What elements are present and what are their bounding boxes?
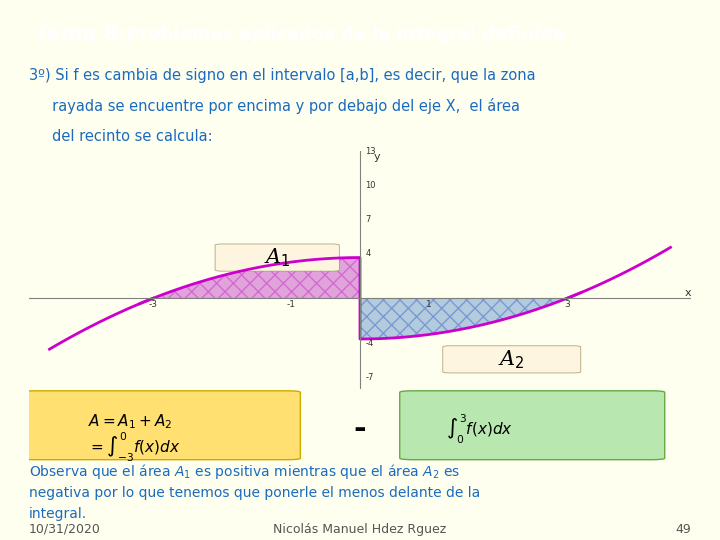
Text: -7: -7	[366, 373, 374, 382]
Text: Nicolás Manuel Hdez Rguez: Nicolás Manuel Hdez Rguez	[274, 523, 446, 536]
Text: 7: 7	[366, 214, 371, 224]
Text: del recinto se calcula:: del recinto se calcula:	[29, 129, 212, 144]
Text: 4: 4	[366, 248, 371, 258]
Text: 13: 13	[366, 147, 376, 156]
Text: 1: 1	[426, 300, 432, 309]
Text: $=\int_{-3}^{0} f(x)dx$: $=\int_{-3}^{0} f(x)dx$	[89, 430, 181, 464]
FancyBboxPatch shape	[443, 346, 581, 373]
Text: integral.: integral.	[29, 507, 87, 521]
FancyBboxPatch shape	[22, 391, 300, 460]
Text: -3: -3	[148, 300, 158, 309]
Text: Tema 8:: Tema 8:	[35, 24, 127, 45]
Text: -: -	[354, 415, 366, 444]
Text: rayada se encuentre por encima y por debajo del eje X,  el área: rayada se encuentre por encima y por deb…	[29, 98, 520, 114]
Text: -4: -4	[366, 339, 374, 348]
Text: Problemas aplicados de la integral definida: Problemas aplicados de la integral defin…	[120, 25, 564, 44]
Text: negativa por lo que tenemos que ponerle el menos delante de la: negativa por lo que tenemos que ponerle …	[29, 485, 480, 500]
Text: A$_1$: A$_1$	[264, 246, 291, 269]
Text: Observa que el área $A_1$ es positiva mientras que el área $A_2$ es: Observa que el área $A_1$ es positiva mi…	[29, 462, 460, 481]
Text: $\int_{0}^{3} f(x)dx$: $\int_{0}^{3} f(x)dx$	[446, 413, 513, 446]
Text: 3º) Si f es cambia de signo en el intervalo [a,b], es decir, que la zona: 3º) Si f es cambia de signo en el interv…	[29, 68, 536, 83]
Text: 10/31/2020: 10/31/2020	[29, 523, 101, 536]
Text: $A=A_1+A_2$: $A=A_1+A_2$	[89, 412, 173, 431]
FancyBboxPatch shape	[215, 244, 339, 271]
Text: y: y	[374, 152, 380, 162]
FancyBboxPatch shape	[400, 391, 665, 460]
Text: 3: 3	[564, 300, 570, 309]
Text: -1: -1	[287, 300, 295, 309]
Text: 49: 49	[675, 523, 691, 536]
Text: 10: 10	[366, 181, 376, 190]
Text: A$_2$: A$_2$	[498, 348, 525, 370]
Text: x: x	[684, 288, 691, 298]
